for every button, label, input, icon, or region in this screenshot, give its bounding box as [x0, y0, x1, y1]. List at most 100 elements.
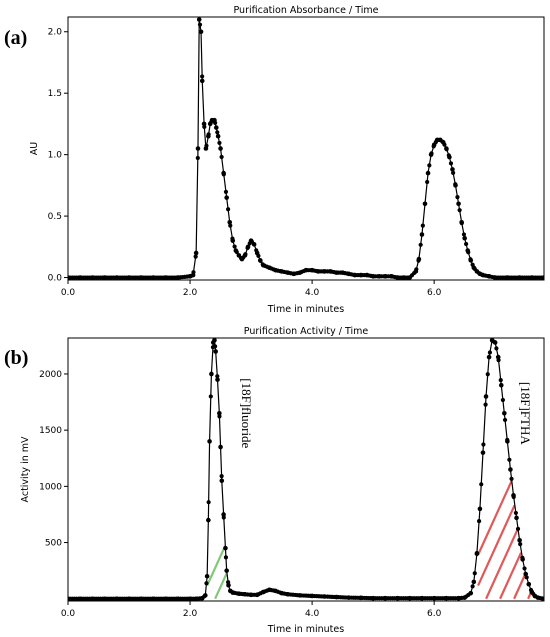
data-point [425, 179, 430, 185]
series-line [68, 19, 544, 279]
data-point [461, 232, 467, 237]
data-point [465, 248, 471, 253]
data-point [492, 340, 498, 345]
data-point [498, 377, 503, 383]
annotations-b: [18F]fluoride [18F]FTHA [239, 378, 533, 448]
data-point [453, 183, 458, 188]
data-point [260, 262, 266, 268]
data-point [207, 121, 213, 127]
data-point [218, 146, 223, 151]
x-axis-title-a: Time in minutes [267, 304, 344, 315]
data-point [389, 274, 394, 279]
panel-absorbance: (a) Purification Absorbance / Time AU Ti… [4, 5, 545, 315]
data-point [236, 591, 242, 596]
y-tick-label: 500 [45, 539, 62, 549]
data-point [279, 590, 284, 596]
data-point [456, 201, 461, 207]
data-point [322, 269, 327, 274]
data-point [90, 275, 95, 280]
hatch-line [477, 504, 516, 587]
data-point [90, 596, 95, 601]
x-tick-label: 2.0 [183, 609, 198, 619]
data-point [217, 411, 222, 416]
data-point [197, 22, 203, 27]
data-point [459, 219, 464, 225]
data-point [285, 591, 290, 597]
data-point [364, 272, 370, 278]
data-point [199, 78, 205, 84]
data-point [206, 500, 211, 505]
data-point [522, 566, 527, 571]
y-axis-title-b: Activity in mV [20, 436, 31, 502]
data-point [529, 275, 535, 280]
y-tick-label: 0.5 [48, 212, 62, 222]
data-point [204, 581, 209, 586]
data-point [230, 238, 236, 243]
data-point [464, 241, 469, 247]
data-point [212, 338, 217, 343]
data-point [471, 265, 477, 271]
data-point [267, 265, 272, 271]
data-point [260, 589, 266, 595]
data-point [483, 394, 489, 399]
data-point [114, 275, 120, 280]
x-axis-title-b: Time in minutes [267, 624, 344, 635]
data-point [431, 142, 437, 148]
data-point [219, 154, 224, 160]
data-point [523, 571, 528, 577]
data-point [207, 439, 212, 444]
data-point [383, 274, 388, 279]
data-point [541, 275, 544, 280]
y-axis-title-a: AU [29, 142, 40, 155]
x-tick-label: 6.0 [427, 288, 442, 298]
data-point [346, 271, 352, 277]
chart-title-a: Purification Absorbance / Time [233, 5, 378, 16]
data-point [239, 256, 245, 262]
data-point [328, 269, 333, 274]
data-point [428, 152, 434, 157]
data-point [217, 140, 222, 146]
data-point [480, 450, 486, 455]
data-point [163, 596, 168, 601]
data-point [483, 402, 488, 407]
data-point [291, 271, 297, 277]
data-point [248, 592, 254, 598]
data-point [226, 207, 231, 212]
data-point [68, 275, 71, 280]
data-point [233, 248, 239, 253]
data-point [193, 254, 198, 259]
hatch-line [513, 574, 527, 600]
data-point [486, 354, 492, 360]
data-point [114, 596, 120, 601]
data-point [505, 275, 510, 280]
data-point [193, 596, 199, 601]
data-point [456, 595, 461, 601]
data-point [474, 269, 480, 274]
x-tick-label: 6.0 [427, 609, 442, 619]
data-point [102, 596, 107, 601]
data-point [474, 551, 480, 557]
y-tick-label: 2.0 [48, 28, 63, 38]
data-point [215, 130, 220, 135]
x-tick-label: 2.0 [183, 288, 198, 298]
data-point [481, 442, 486, 447]
x-tick-label: 0.0 [61, 288, 76, 298]
data-point [352, 272, 358, 278]
data-point [502, 417, 508, 423]
data-point [77, 275, 83, 280]
data-point [486, 274, 492, 279]
data-point [195, 146, 201, 151]
data-point [309, 593, 315, 599]
data-point [226, 582, 231, 588]
data-point [472, 571, 477, 576]
x-tick-label: 4.0 [305, 609, 320, 619]
data-point [470, 584, 475, 589]
data-point [471, 579, 477, 585]
data-point [236, 253, 242, 258]
panel-activity: (b) Purification Activity / Time Activit… [4, 326, 545, 635]
data-point [203, 146, 209, 151]
data-point [444, 595, 449, 601]
chart-title-b: Purification Activity / Time [244, 326, 369, 337]
data-point [206, 517, 211, 523]
